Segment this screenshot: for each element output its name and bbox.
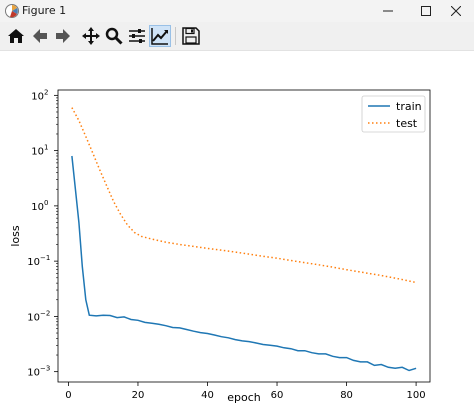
y-axis-label: loss	[9, 225, 22, 247]
x-tick-label: 60	[271, 390, 284, 401]
edit-axis-button[interactable]	[149, 25, 171, 47]
x-tick-label: 100	[407, 390, 426, 401]
y-tick-exponent: −2	[40, 309, 50, 317]
close-icon	[451, 6, 461, 16]
zoom-button[interactable]	[103, 25, 125, 47]
zoom-icon	[105, 27, 123, 45]
forward-button[interactable]	[52, 25, 74, 47]
home-icon	[8, 29, 24, 43]
y-tick-exponent: 2	[44, 88, 48, 96]
matplotlib-app-icon	[5, 4, 19, 18]
y-tick-exponent: 1	[44, 144, 48, 152]
maximize-icon	[421, 6, 431, 16]
navigation-toolbar	[0, 22, 474, 51]
pan-icon	[82, 27, 100, 45]
y-tick-exponent: −1	[40, 254, 50, 262]
back-button[interactable]	[29, 25, 51, 47]
y-tick-label: 10	[31, 202, 44, 213]
legend-label-train: train	[396, 100, 422, 113]
forward-arrow-icon	[56, 29, 70, 43]
y-tick-label: 10	[31, 147, 44, 158]
minimize-button[interactable]	[370, 0, 406, 22]
y-tick-label: 10	[31, 91, 44, 102]
x-tick-label: 20	[132, 390, 145, 401]
back-arrow-icon	[33, 29, 47, 43]
window-title: Figure 1	[22, 4, 67, 17]
axes-frame	[57, 89, 431, 383]
home-button[interactable]	[5, 25, 27, 47]
legend: train test	[361, 95, 426, 133]
y-tick-label: 10	[27, 257, 40, 268]
x-tick-label: 0	[65, 390, 71, 401]
close-button[interactable]	[438, 0, 474, 22]
series-layer	[71, 107, 417, 372]
edit-axis-icon	[151, 28, 168, 45]
configure-subplots-button[interactable]	[126, 25, 148, 47]
x-tick-label: 40	[201, 390, 214, 401]
save-icon	[182, 27, 200, 45]
x-tick-label: 80	[340, 390, 353, 401]
save-button[interactable]	[180, 25, 202, 47]
series-line-test	[71, 107, 417, 284]
toolbar-separator	[175, 27, 176, 45]
minimize-icon	[383, 10, 393, 12]
x-axis-label: epoch	[227, 391, 261, 404]
configure-subplots-icon	[129, 29, 145, 43]
x-axis: 0 20 40 60 80 100	[65, 382, 426, 401]
title-bar: Figure 1	[0, 0, 474, 22]
pan-button[interactable]	[80, 25, 102, 47]
legend-label-test: test	[396, 117, 418, 130]
maximize-button[interactable]	[408, 0, 444, 22]
y-tick-exponent: 0	[44, 199, 48, 207]
y-tick-exponent: −3	[40, 365, 50, 373]
series-line-train	[71, 155, 417, 372]
y-tick-label: 10	[27, 312, 40, 323]
legend-box	[361, 95, 426, 133]
y-tick-label: 10	[27, 368, 40, 379]
